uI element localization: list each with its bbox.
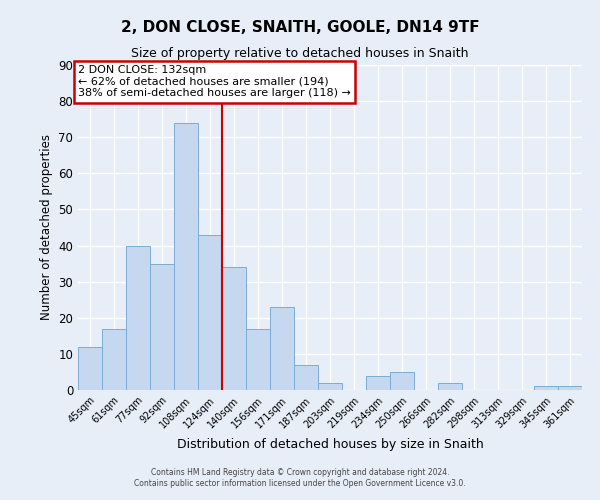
Text: 2, DON CLOSE, SNAITH, GOOLE, DN14 9TF: 2, DON CLOSE, SNAITH, GOOLE, DN14 9TF bbox=[121, 20, 479, 35]
Bar bbox=[102, 328, 126, 390]
Bar bbox=[150, 264, 174, 390]
Bar bbox=[78, 346, 102, 390]
Bar bbox=[366, 376, 390, 390]
Bar bbox=[246, 328, 270, 390]
Text: Contains HM Land Registry data © Crown copyright and database right 2024.
Contai: Contains HM Land Registry data © Crown c… bbox=[134, 468, 466, 487]
Bar bbox=[558, 386, 582, 390]
Text: Size of property relative to detached houses in Snaith: Size of property relative to detached ho… bbox=[131, 48, 469, 60]
X-axis label: Distribution of detached houses by size in Snaith: Distribution of detached houses by size … bbox=[176, 438, 484, 451]
Bar bbox=[198, 234, 222, 390]
Bar bbox=[270, 307, 294, 390]
Bar bbox=[174, 123, 198, 390]
Bar bbox=[294, 364, 318, 390]
Bar bbox=[222, 267, 246, 390]
Bar bbox=[126, 246, 150, 390]
Bar bbox=[390, 372, 414, 390]
Text: 2 DON CLOSE: 132sqm
← 62% of detached houses are smaller (194)
38% of semi-detac: 2 DON CLOSE: 132sqm ← 62% of detached ho… bbox=[78, 65, 351, 98]
Bar bbox=[318, 383, 342, 390]
Bar bbox=[534, 386, 558, 390]
Bar bbox=[438, 383, 462, 390]
Y-axis label: Number of detached properties: Number of detached properties bbox=[40, 134, 53, 320]
